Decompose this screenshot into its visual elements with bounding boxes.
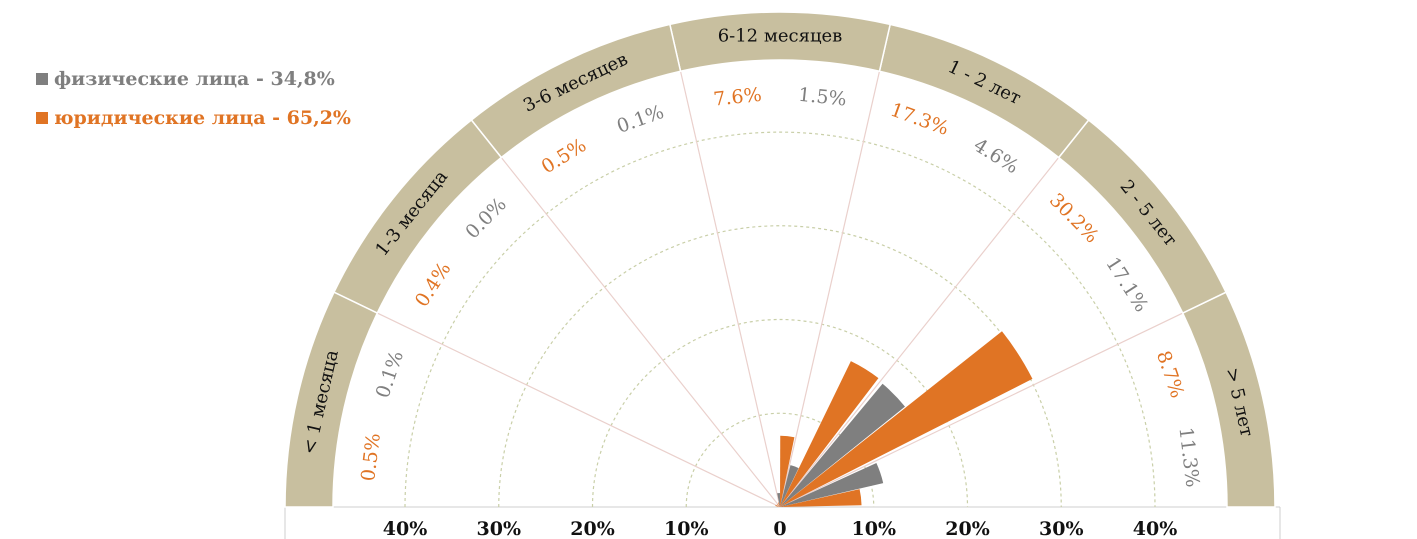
bar-legal — [780, 435, 795, 507]
category-label: 6-12 месяцев — [718, 26, 843, 47]
sector-spoke — [779, 312, 1183, 508]
value-label-legal: 7.6% — [712, 84, 762, 111]
bar-individuals — [780, 383, 905, 507]
value-label-legal: 30.2% — [1045, 189, 1103, 247]
value-label-legal: 8.7% — [1152, 348, 1188, 401]
bar-legal — [780, 489, 862, 507]
sector-spoke — [779, 71, 881, 508]
bar-individuals — [780, 463, 884, 507]
legend-label-legal: юридические лица - 65,2% — [54, 107, 351, 129]
value-label-legal: 0.4% — [411, 258, 456, 311]
legend-swatch-individuals — [36, 73, 48, 85]
x-tick-label: 0 — [773, 518, 786, 539]
sector-spoke — [679, 71, 781, 508]
sector-spoke — [779, 157, 1060, 508]
value-label-individuals: 4.6% — [970, 134, 1023, 178]
bar-legal — [775, 505, 780, 507]
value-label-legal: 0.5% — [357, 432, 385, 483]
bar-legal — [777, 502, 780, 507]
bar-legal — [777, 504, 780, 507]
grid-ring — [685, 412, 875, 508]
value-label-individuals: 17.1% — [1101, 253, 1152, 316]
value-label-legal: 0.5% — [538, 134, 591, 178]
sector-spoke — [377, 312, 781, 508]
bar-legal — [780, 361, 879, 507]
x-tick-label: 20% — [570, 518, 615, 539]
value-label-individuals: 0.0% — [461, 193, 511, 243]
legend-item-legal: юридические лица - 65,2% — [36, 107, 351, 129]
x-tick-label: 30% — [1039, 518, 1084, 539]
value-label-individuals: 11.3% — [1174, 426, 1203, 489]
category-band — [284, 291, 379, 508]
grid-ring — [404, 131, 1156, 508]
legend-swatch-legal — [36, 112, 48, 124]
value-label-individuals: 1.5% — [797, 84, 847, 111]
value-label-individuals: 0.1% — [372, 348, 408, 401]
value-label-legal: 17.3% — [887, 99, 951, 140]
sector-spoke — [500, 157, 781, 508]
bar-legal — [780, 331, 1033, 507]
x-tick-label: 20% — [945, 518, 990, 539]
x-tick-label: 10% — [852, 518, 897, 539]
bar-individuals — [780, 465, 799, 507]
legend-item-individuals: физические лица - 34,8% — [36, 68, 335, 90]
legend-label-individuals: физические лица - 34,8% — [54, 68, 335, 90]
value-label-individuals: 0.1% — [614, 101, 667, 138]
bar-individuals — [777, 492, 780, 507]
x-tick-label: 10% — [664, 518, 709, 539]
x-tick-label: 40% — [383, 518, 428, 539]
x-tick-label: 40% — [1133, 518, 1178, 539]
x-tick-label: 30% — [477, 518, 522, 539]
bar-individuals — [779, 506, 780, 507]
